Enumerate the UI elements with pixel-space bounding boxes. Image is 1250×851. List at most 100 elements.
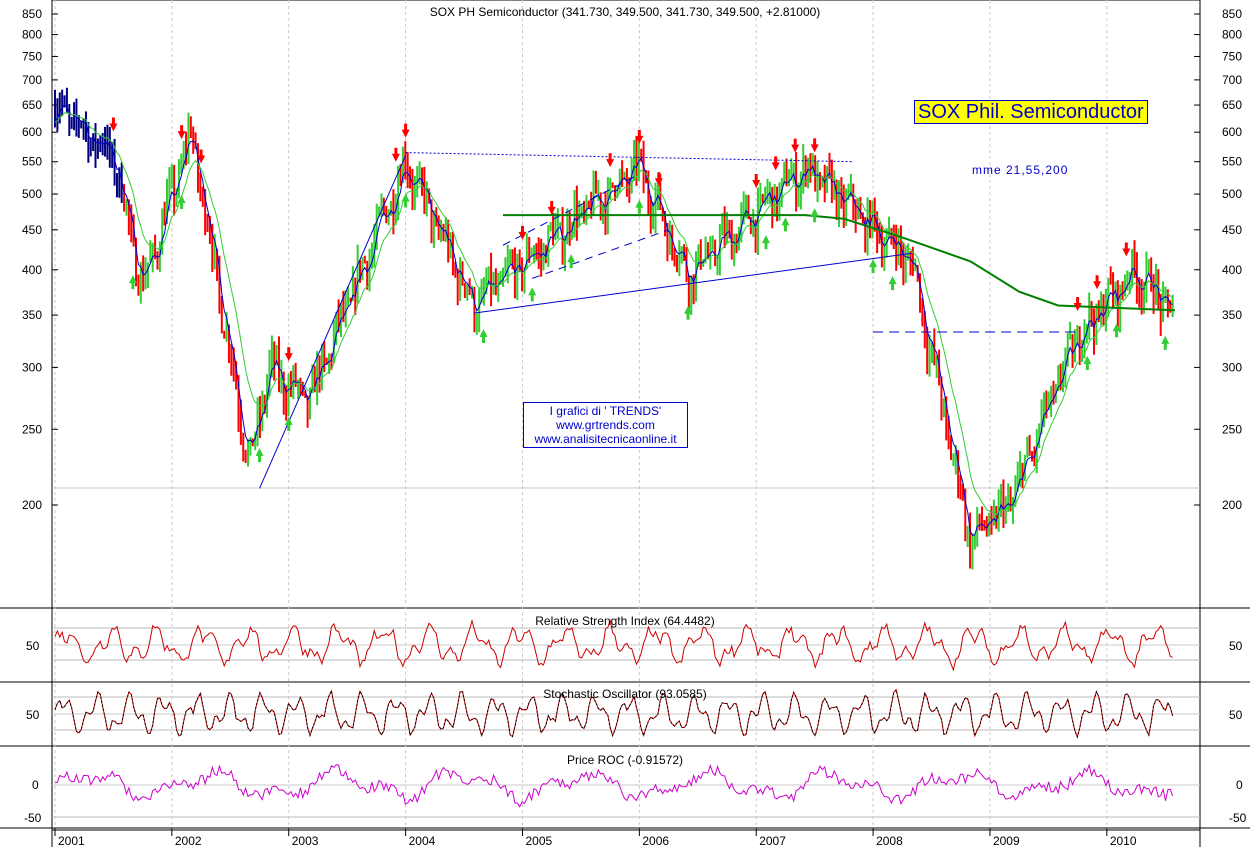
signal-arrows bbox=[109, 117, 1170, 462]
price-tick-right: 700 bbox=[1222, 73, 1242, 87]
year-label-2006: 2006 bbox=[642, 834, 669, 847]
price-bars bbox=[54, 87, 1174, 570]
price-tick-right: 400 bbox=[1222, 263, 1242, 277]
sell-arrow-icon bbox=[752, 174, 761, 189]
credit-box[interactable]: I grafici di ' TRENDS' www.grtrends.com … bbox=[523, 402, 688, 448]
buy-arrow-icon bbox=[810, 208, 819, 223]
buy-arrow-icon bbox=[1112, 323, 1121, 338]
trendlines bbox=[259, 152, 1078, 489]
ma-200-line bbox=[503, 214, 1176, 312]
price-tick-left: 700 bbox=[22, 73, 42, 87]
price-tick-right: 250 bbox=[1222, 422, 1242, 436]
year-label-2001: 2001 bbox=[58, 834, 85, 847]
buy-arrow-icon bbox=[684, 305, 693, 320]
price-tick-left: 250 bbox=[22, 422, 42, 436]
sell-arrow-icon bbox=[109, 117, 118, 132]
sell-arrow-icon bbox=[1093, 275, 1102, 290]
year-label-2004: 2004 bbox=[409, 834, 436, 847]
stoch-50-right: 50 bbox=[1229, 708, 1243, 722]
moving-averages bbox=[54, 103, 1176, 536]
roc-m50-right: -50 bbox=[1229, 811, 1247, 825]
buy-arrow-icon bbox=[888, 276, 897, 291]
trendline-support bbox=[473, 252, 913, 314]
price-tick-left: 750 bbox=[22, 49, 42, 63]
sell-arrow-icon bbox=[771, 156, 780, 171]
credit-line-1: I grafici di ' TRENDS' bbox=[549, 404, 662, 418]
rsi-50-right: 50 bbox=[1229, 639, 1243, 653]
trendline-resistance bbox=[405, 152, 854, 163]
oscillators bbox=[54, 618, 1174, 808]
stoch-d-line bbox=[54, 688, 1174, 739]
trendline-up-2003 bbox=[259, 155, 407, 489]
stoch-50-left: 50 bbox=[26, 708, 40, 722]
year-label-2003: 2003 bbox=[292, 834, 319, 847]
buy-arrow-icon bbox=[781, 217, 790, 232]
rsi-title: Relative Strength Index (64.4482) bbox=[535, 614, 714, 628]
index-badge: SOX Phil. Semiconductor bbox=[914, 100, 1148, 124]
price-tick-left: 450 bbox=[22, 223, 42, 237]
price-tick-right: 850 bbox=[1222, 7, 1242, 21]
roc-0-left: 0 bbox=[32, 778, 39, 792]
price-tick-right: 650 bbox=[1222, 98, 1242, 112]
price-tick-left: 200 bbox=[22, 498, 42, 512]
credit-link-site2[interactable]: www.analisitecnicaonline.it bbox=[534, 432, 677, 446]
sell-arrow-icon bbox=[791, 138, 800, 153]
price-tick-right: 300 bbox=[1222, 360, 1242, 374]
price-tick-right: 800 bbox=[1222, 28, 1242, 42]
year-label-2008: 2008 bbox=[876, 834, 903, 847]
ma-legend: mme 21,55,200 bbox=[972, 163, 1069, 177]
sell-arrow-icon bbox=[1122, 242, 1131, 257]
year-label-2007: 2007 bbox=[759, 834, 786, 847]
price-tick-left: 300 bbox=[22, 360, 42, 374]
price-tick-right: 600 bbox=[1222, 125, 1242, 139]
sell-arrow-icon bbox=[391, 147, 400, 162]
sell-arrow-icon bbox=[1073, 296, 1082, 311]
price-tick-right: 550 bbox=[1222, 155, 1242, 169]
buy-arrow-icon bbox=[635, 199, 644, 214]
channel-upper bbox=[502, 173, 640, 246]
sell-arrow-icon bbox=[177, 125, 186, 140]
price-tick-right: 200 bbox=[1222, 498, 1242, 512]
stoch-title: Stochastic Oscillator (93.0585) bbox=[543, 687, 706, 701]
channel-lower bbox=[532, 229, 669, 279]
x-axis: 2001 2002 2003 2004 2005 2006 2007 2008 2009 2010 bbox=[54, 828, 1137, 848]
year-label-2010: 2010 bbox=[1110, 834, 1137, 847]
buy-arrow-icon bbox=[255, 447, 264, 462]
price-tick-right: 450 bbox=[1222, 223, 1242, 237]
sell-arrow-icon bbox=[547, 200, 556, 215]
price-tick-right: 350 bbox=[1222, 308, 1242, 322]
sell-arrow-icon bbox=[197, 149, 206, 164]
price-tick-left: 600 bbox=[22, 125, 42, 139]
sell-arrow-icon bbox=[606, 153, 615, 168]
credit-link-site1[interactable]: www.grtrends.com bbox=[556, 418, 655, 432]
sell-arrow-icon bbox=[810, 138, 819, 153]
buy-arrow-icon bbox=[869, 259, 878, 274]
price-tick-left: 550 bbox=[22, 155, 42, 169]
buy-arrow-icon bbox=[284, 417, 293, 432]
sell-arrow-icon bbox=[518, 225, 527, 240]
price-tick-right: 500 bbox=[1222, 187, 1242, 201]
buy-arrow-icon bbox=[1161, 335, 1170, 350]
price-tick-left: 400 bbox=[22, 263, 42, 277]
buy-arrow-icon bbox=[761, 235, 770, 250]
buy-arrow-icon bbox=[479, 328, 488, 343]
roc-title: Price ROC (-0.91572) bbox=[567, 753, 683, 767]
buy-arrow-icon bbox=[1083, 355, 1092, 370]
price-tick-right: 750 bbox=[1222, 49, 1242, 63]
year-label-2005: 2005 bbox=[525, 834, 552, 847]
price-axis: 850 850 800 800 750 750 700 700 650 650 600 600 550 5… bbox=[22, 7, 1242, 512]
price-tick-left: 850 bbox=[22, 7, 42, 21]
buy-arrow-icon bbox=[177, 194, 186, 209]
ma-55-line bbox=[54, 112, 1173, 515]
sell-arrow-icon bbox=[284, 347, 293, 362]
roc-0-right: 0 bbox=[1236, 778, 1243, 792]
year-label-2009: 2009 bbox=[993, 834, 1020, 847]
rsi-line bbox=[54, 618, 1173, 672]
ma-21-line bbox=[54, 103, 1173, 536]
sell-arrow-icon bbox=[401, 123, 410, 138]
roc-m50-left: -50 bbox=[24, 811, 42, 825]
rsi-50-left: 50 bbox=[26, 639, 40, 653]
year-label-2002: 2002 bbox=[175, 834, 202, 847]
price-tick-left: 650 bbox=[22, 98, 42, 112]
